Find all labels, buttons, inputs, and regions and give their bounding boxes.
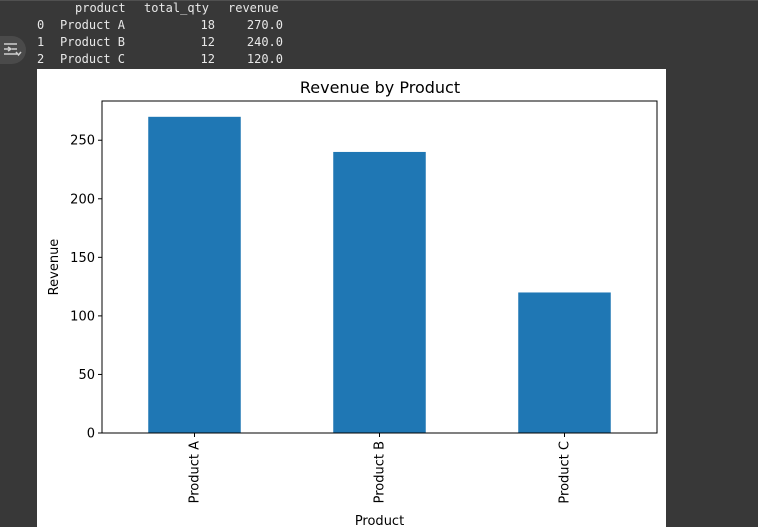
cell-total-qty: 12	[200, 35, 215, 49]
chart-output: Revenue by Product 0 50 100 150 200 250 Produ…	[37, 69, 666, 527]
table-row: 2 Product C 12 120.0	[0, 51, 300, 68]
cell-revenue: 120.0	[246, 52, 283, 66]
y-tick-label: 250	[70, 134, 95, 149]
cell-total-qty: 18	[200, 18, 215, 32]
bar-product-a	[148, 116, 241, 434]
cell-product: Product C	[60, 52, 126, 66]
row-index: 0	[37, 18, 45, 32]
dataframe-header-row: product total_qty revenue	[0, 0, 300, 17]
output-toggle-icon	[4, 43, 22, 57]
x-tick-label: Product B	[373, 441, 388, 503]
cell-product: Product A	[60, 18, 126, 32]
y-tick-label: 50	[78, 368, 95, 383]
row-index: 2	[37, 52, 45, 66]
y-axis-label: Revenue	[47, 239, 62, 296]
chart-title: Revenue by Product	[300, 78, 460, 97]
cell-top-border	[0, 0, 758, 1]
bar-chart: Revenue by Product 0 50 100 150 200 250 Produ…	[47, 78, 658, 527]
dataframe-output: product total_qty revenue 0 Product A 18…	[0, 0, 283, 70]
y-tick-label: 100	[70, 309, 95, 324]
column-header-product: product	[75, 1, 126, 15]
table-row: 1 Product B 12 240.0	[0, 34, 300, 51]
x-axis-label: Product	[355, 514, 404, 527]
bars-group	[148, 116, 611, 434]
cell-revenue: 240.0	[246, 35, 283, 49]
plot-frame	[101, 100, 658, 434]
y-axis-ticks: 0 50 100 150 200 250	[70, 134, 102, 442]
x-axis-ticks: Product A Product B Product C	[188, 433, 573, 504]
y-tick-label: 0	[87, 427, 95, 442]
x-tick-label: Product C	[558, 441, 573, 504]
column-header-revenue: revenue	[228, 1, 279, 15]
bar-product-b	[333, 151, 426, 433]
row-index: 1	[37, 35, 45, 49]
cell-product: Product B	[60, 35, 126, 49]
column-header-total-qty: total_qty	[144, 1, 210, 15]
table-row: 0 Product A 18 270.0	[0, 17, 300, 34]
y-tick-label: 200	[70, 192, 95, 207]
bar-product-c	[518, 292, 611, 433]
cell-total-qty: 12	[200, 52, 215, 66]
y-tick-label: 150	[70, 251, 95, 266]
output-toggle-button[interactable]	[0, 36, 26, 64]
x-tick-label: Product A	[188, 441, 203, 503]
cell-revenue: 270.0	[246, 18, 283, 32]
